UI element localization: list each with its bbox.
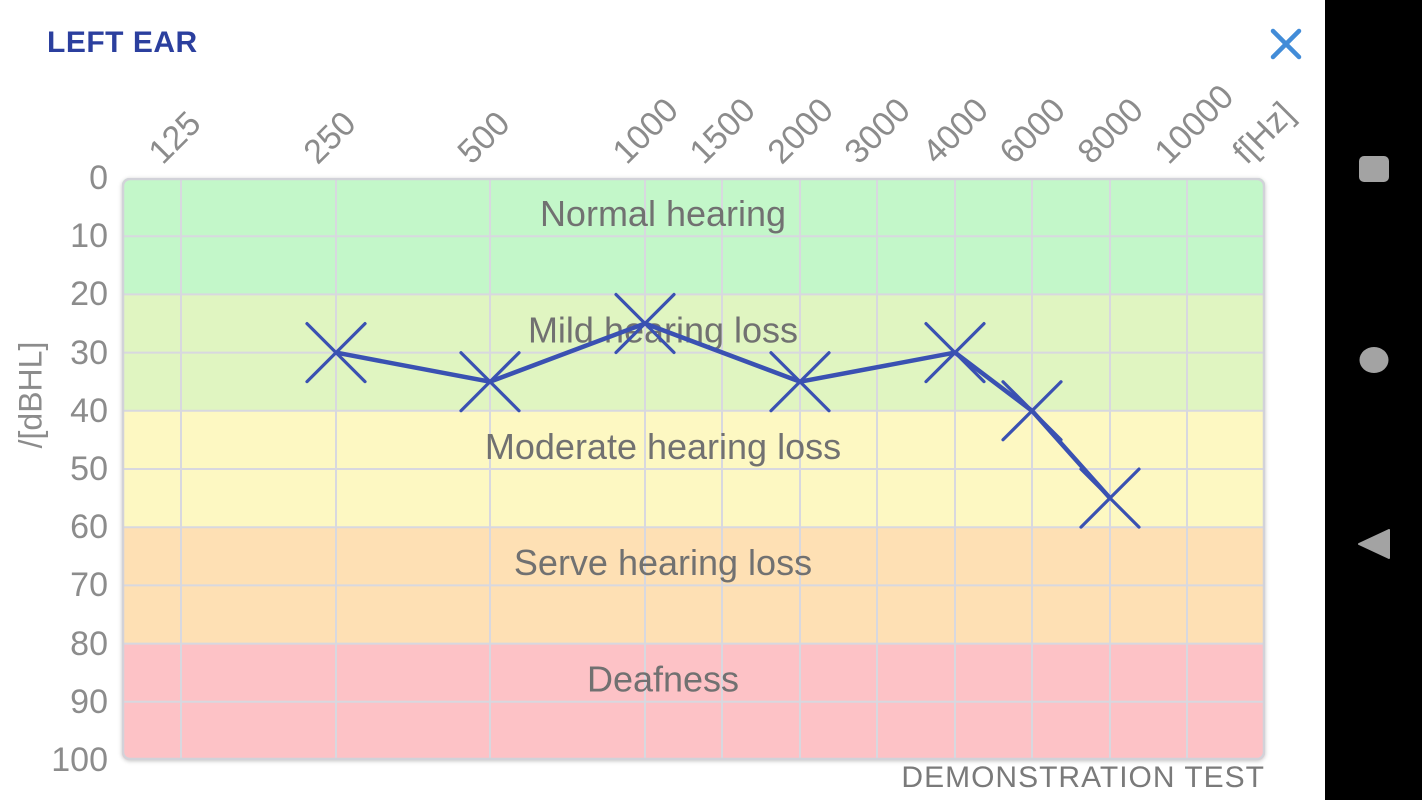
db-tick-label-10: 10 xyxy=(70,217,108,256)
recents-square-icon xyxy=(1358,156,1389,182)
grid-lines xyxy=(122,178,1265,760)
freq-tick-label-8000: 8000 xyxy=(1070,90,1151,172)
freq-tick-label-6000: 6000 xyxy=(992,90,1073,172)
freq-tick-label-1000: 1000 xyxy=(605,90,686,172)
db-tick-label-20: 20 xyxy=(70,275,108,314)
back-button[interactable] xyxy=(1325,502,1422,586)
freq-tick-label-1500: 1500 xyxy=(682,90,763,172)
freq-tick-label-3000: 3000 xyxy=(837,90,918,172)
zone-label: Deafness xyxy=(587,659,739,700)
zone-label: Normal hearing xyxy=(540,193,786,234)
freq-tick-label-125: 125 xyxy=(141,104,209,172)
audiogram-chart: Normal hearing Mild hearing loss Moderate … xyxy=(122,178,1265,760)
freq-tick-label-4000: 4000 xyxy=(915,90,996,172)
x-markers xyxy=(305,292,1141,529)
android-navigation-bar xyxy=(1325,0,1422,800)
recents-button[interactable] xyxy=(1325,127,1422,211)
freq-tick-label-250: 250 xyxy=(296,104,364,172)
back-triangle-icon xyxy=(1357,529,1390,559)
db-tick-label-90: 90 xyxy=(70,682,108,721)
freq-tick-label-10000: 10000 xyxy=(1147,77,1242,172)
db-tick-label-0: 0 xyxy=(89,159,108,197)
home-button[interactable] xyxy=(1325,318,1422,402)
home-circle-icon xyxy=(1359,347,1388,373)
demonstration-watermark: DEMONSTRATION TEST xyxy=(901,761,1265,794)
close-icon xyxy=(1270,28,1302,60)
freq-tick-label-2000: 2000 xyxy=(760,90,841,172)
zone-label: Moderate hearing loss xyxy=(485,426,841,467)
freq-tick-label-500: 500 xyxy=(450,104,518,172)
db-tick-label-50: 50 xyxy=(70,450,108,488)
db-tick-label-30: 30 xyxy=(70,333,108,372)
zone-label: Serve hearing loss xyxy=(514,542,812,583)
db-tick-label-80: 80 xyxy=(70,624,108,663)
db-tick-label-100: 100 xyxy=(51,741,108,779)
db-tick-label-70: 70 xyxy=(70,566,108,605)
page-title: LEFT EAR xyxy=(47,26,198,59)
db-tick-label-60: 60 xyxy=(70,508,108,547)
close-button[interactable] xyxy=(1264,24,1308,64)
plot-border xyxy=(122,178,1265,760)
db-tick-label-40: 40 xyxy=(70,391,108,430)
